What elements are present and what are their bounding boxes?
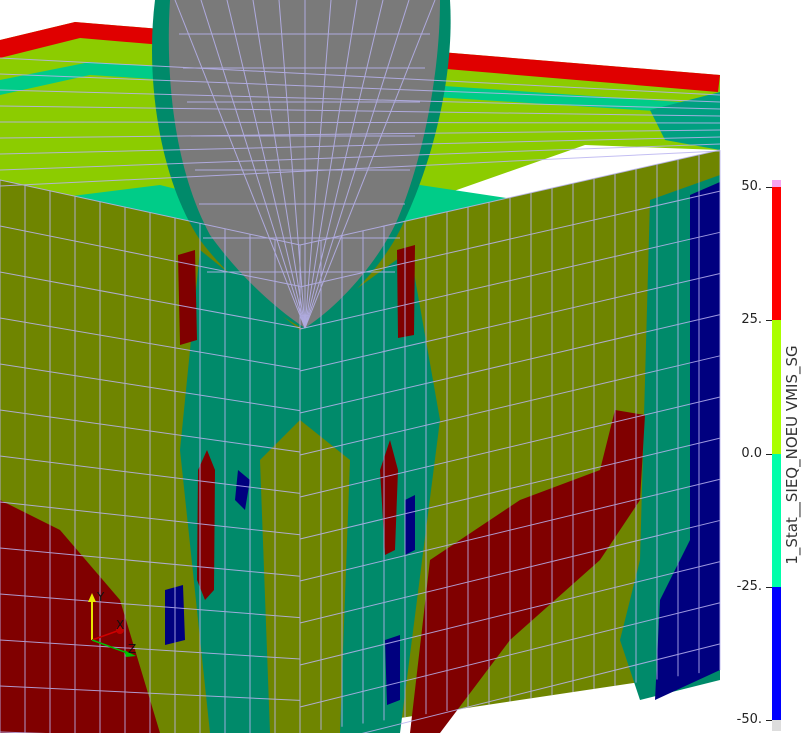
mesh-edge xyxy=(299,190,721,288)
mesh-edge xyxy=(0,73,721,103)
mesh-edge xyxy=(299,602,721,708)
color-legend xyxy=(772,180,781,731)
dark-red-region xyxy=(0,500,160,733)
above-range-swatch xyxy=(772,180,781,187)
right-face-top-teal xyxy=(650,92,720,150)
mesh-edge xyxy=(0,271,301,329)
mesh-edge xyxy=(299,396,721,498)
mesh-edge xyxy=(252,0,306,329)
color-band xyxy=(772,586,781,720)
mesh-edge xyxy=(0,121,721,124)
color-band xyxy=(772,320,781,454)
mesh-edge xyxy=(299,478,721,582)
x-axis-arrowhead xyxy=(116,626,124,634)
mesh-edge xyxy=(200,0,306,329)
tick-mark xyxy=(766,586,772,588)
x-axis-arrow xyxy=(91,629,121,641)
mesh-edge xyxy=(226,0,306,329)
mesh-edge xyxy=(0,593,301,619)
tick-mark xyxy=(766,187,772,188)
mesh-edge xyxy=(304,0,358,329)
dark-red-region xyxy=(178,250,197,345)
mesh-edge xyxy=(299,231,721,330)
mesh-edge xyxy=(304,0,332,329)
navy-region xyxy=(385,635,400,705)
mesh-edge xyxy=(0,639,301,660)
mesh-edge xyxy=(0,547,301,577)
axis-label-y: Y xyxy=(97,590,105,604)
mesh-edge xyxy=(0,455,301,494)
y-axis-arrowhead xyxy=(88,593,96,602)
tick-mark xyxy=(766,453,772,455)
orientation-axes xyxy=(88,593,136,657)
mesh-edge xyxy=(174,0,306,329)
cone-surface xyxy=(168,0,440,328)
tick-label: 25. xyxy=(741,312,762,328)
mesh-edge xyxy=(299,272,721,372)
axis-label-z: Z xyxy=(128,642,137,656)
mesh-edge xyxy=(299,149,721,246)
mesh-edge xyxy=(0,179,301,246)
mesh-edge xyxy=(0,409,301,453)
mesh-edge xyxy=(299,314,721,414)
dark-red-region xyxy=(410,410,645,733)
navy-region xyxy=(405,495,415,555)
color-band xyxy=(772,187,781,321)
mesh-edge xyxy=(0,317,301,370)
mesh-edge xyxy=(299,561,721,666)
mesh-edge xyxy=(0,225,301,287)
color-legend-title: 1_Stat__SIEQ_NOEU VMIS_SG xyxy=(783,345,801,565)
mesh-edge xyxy=(299,437,721,540)
axis-label-x: X xyxy=(116,618,125,632)
mesh-edge xyxy=(304,0,410,329)
mesh-edge xyxy=(0,105,721,117)
mesh-edge xyxy=(299,519,721,624)
mesh-edge xyxy=(0,129,721,139)
mesh-edge xyxy=(0,143,721,171)
tick-label: 50. xyxy=(741,179,762,194)
mesh-edge xyxy=(278,0,306,329)
mesh-edge xyxy=(299,355,721,456)
mesh-edge xyxy=(0,685,301,701)
mesh-edge xyxy=(0,501,301,536)
center-olive-region xyxy=(260,420,350,733)
tick-mark xyxy=(766,720,772,721)
right-face-navy-band xyxy=(655,182,720,700)
tick-label: 0.0 xyxy=(741,445,762,461)
mesh-edge xyxy=(361,643,721,733)
color-band xyxy=(772,453,781,587)
tick-label: -25. xyxy=(736,578,762,594)
tick-mark xyxy=(766,320,772,322)
mesh-edge xyxy=(0,136,721,155)
dark-red-region xyxy=(397,245,415,338)
tick-label: -50. xyxy=(736,712,762,727)
navy-region xyxy=(235,470,250,510)
mesh-edge xyxy=(0,363,301,412)
z-axis-arrow xyxy=(91,639,131,655)
below-range-swatch xyxy=(772,720,781,731)
z-axis-arrowhead xyxy=(124,650,136,657)
mesh-edge xyxy=(0,150,721,187)
mesh-edge xyxy=(304,0,384,329)
mesh-edge xyxy=(0,57,721,96)
mesh-edge xyxy=(304,0,436,329)
mesh-edges xyxy=(0,0,721,733)
mesh-edge xyxy=(0,89,721,110)
